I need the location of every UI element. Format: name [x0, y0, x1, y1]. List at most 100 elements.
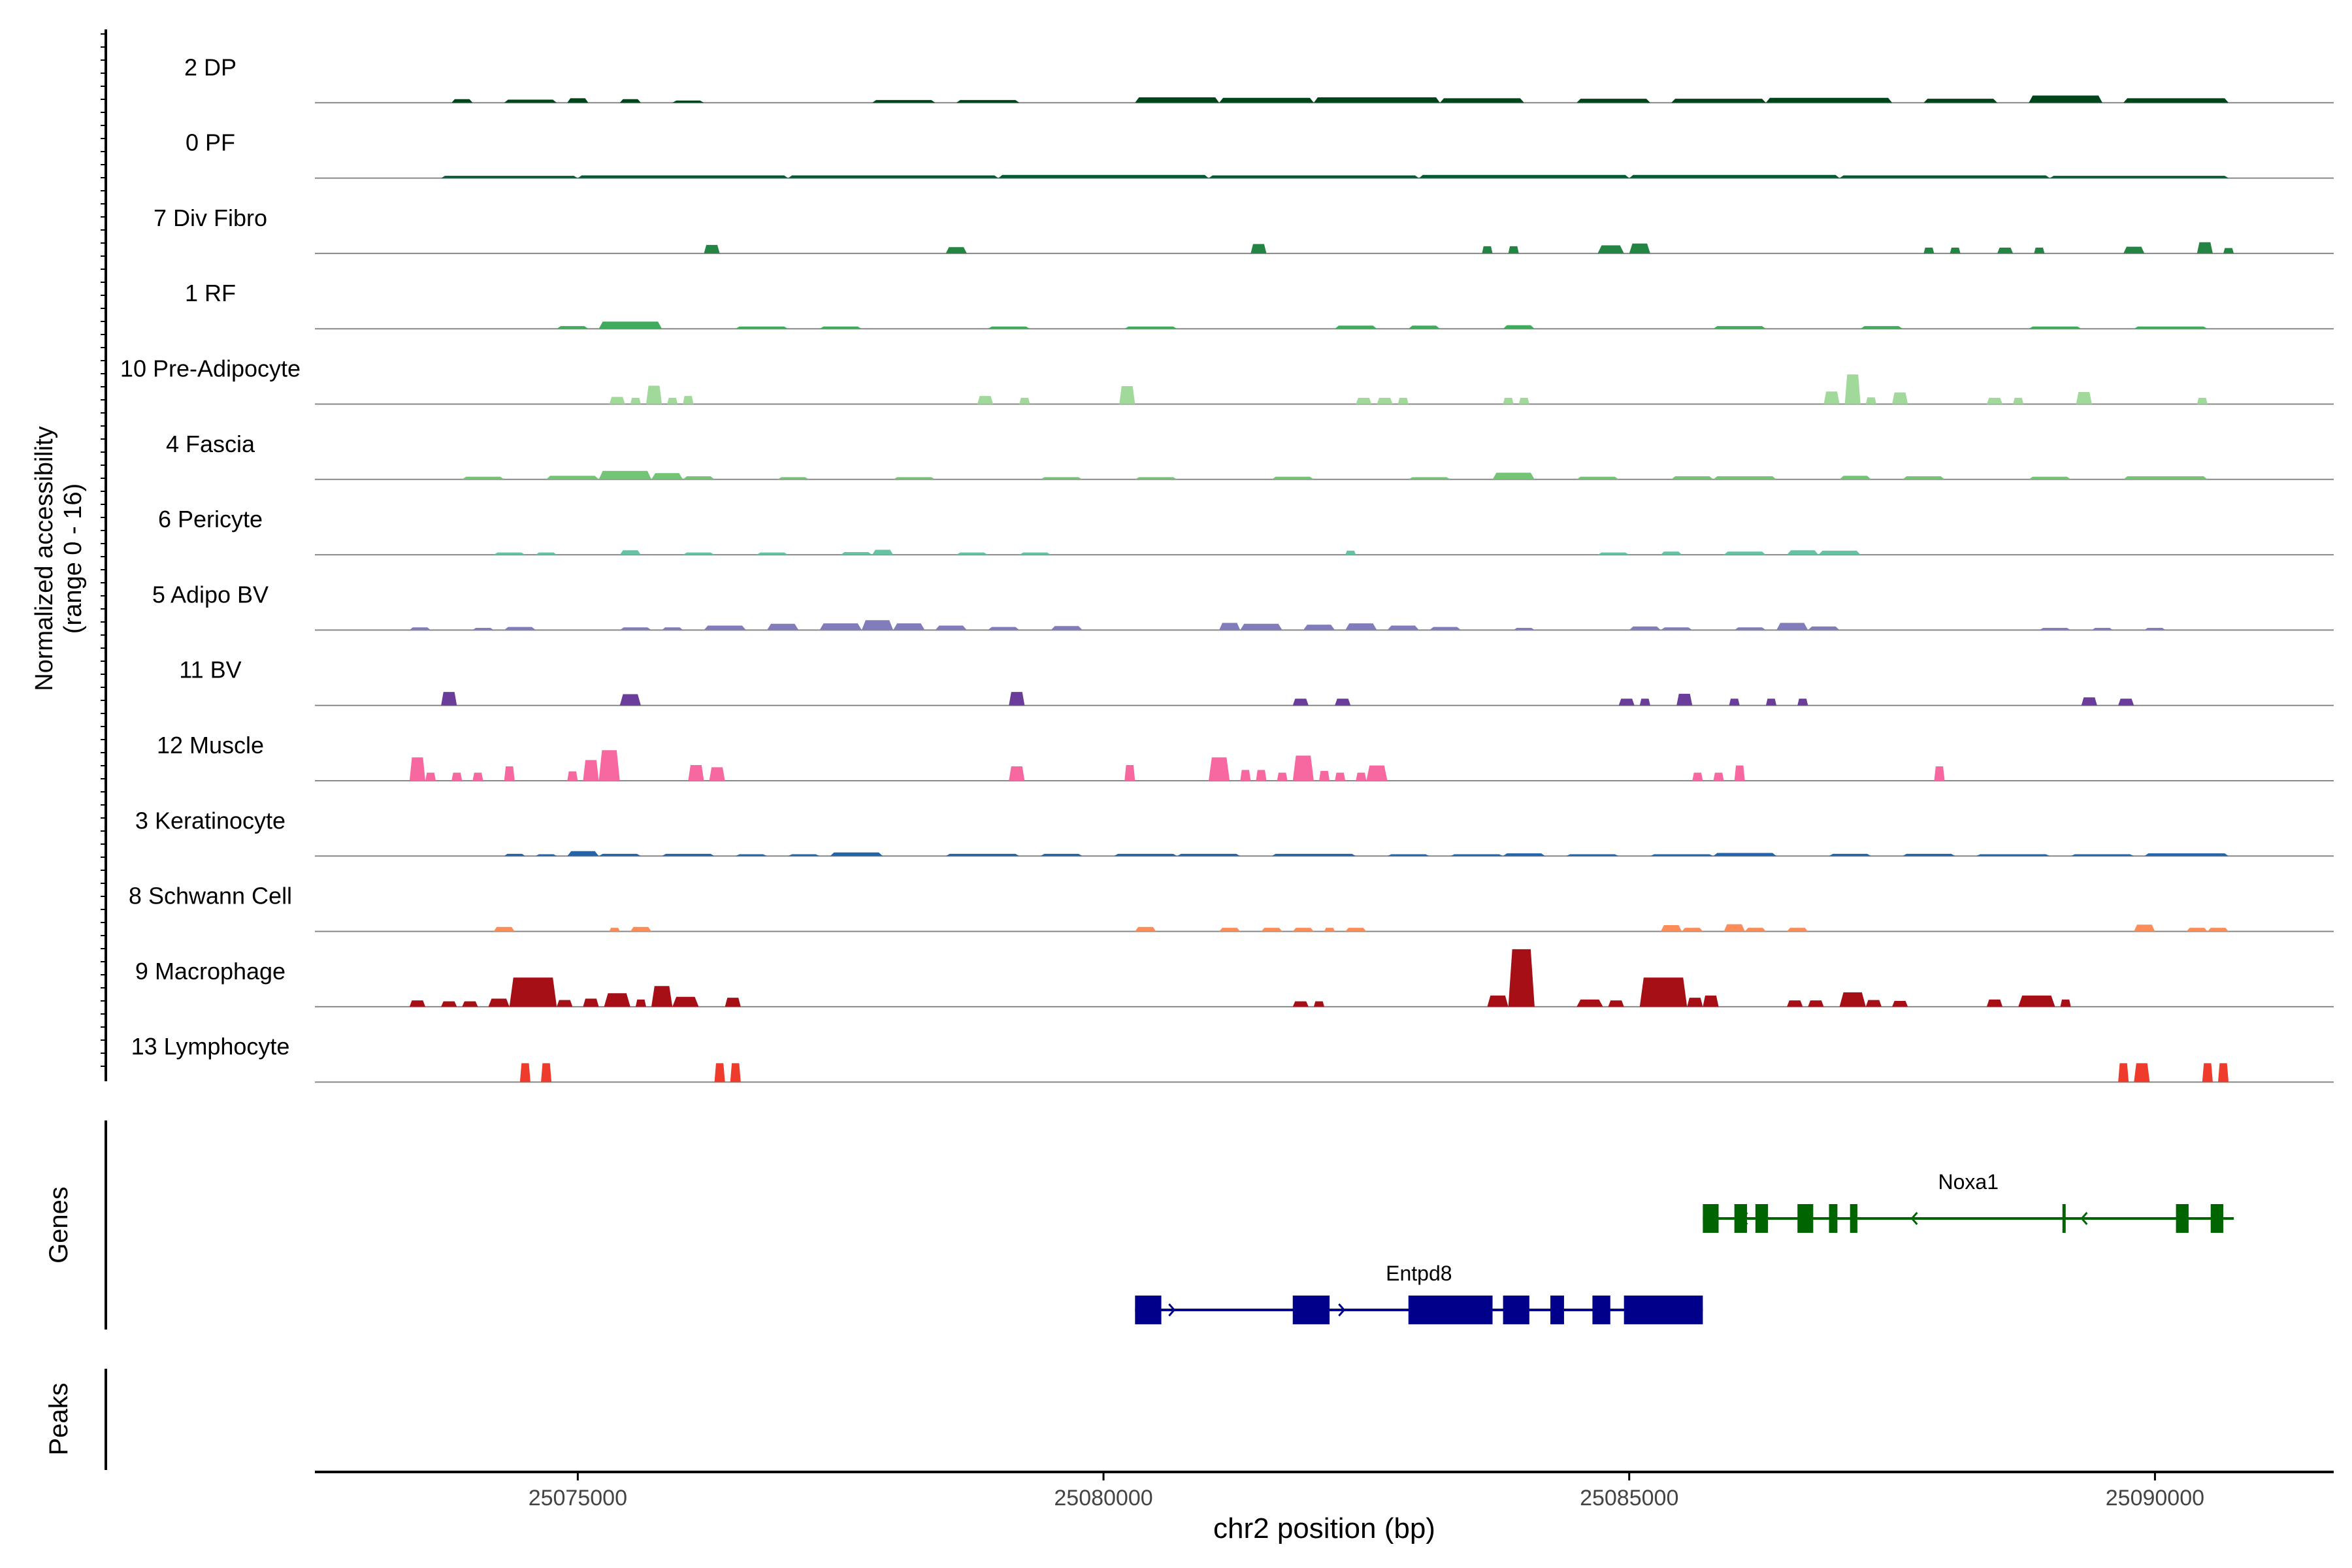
track-peak	[509, 977, 557, 1007]
track-peak	[2029, 326, 2082, 329]
track-peak	[2029, 476, 2071, 480]
track-peak	[1335, 772, 1346, 781]
track-peak	[1986, 999, 2003, 1007]
track-peak	[409, 1000, 425, 1007]
track-peak	[2123, 98, 2229, 103]
track-peak	[2118, 698, 2134, 706]
track-2: 7 Div Fibro	[154, 204, 2334, 254]
gene-annotations: Noxa1 Entpd8	[1135, 1170, 2234, 1324]
track-peak	[1765, 97, 1893, 103]
strand-arrow	[1168, 1303, 1176, 1316]
track-peak	[1597, 245, 1624, 253]
track-peak	[2029, 95, 2102, 103]
track-peak	[1787, 550, 1819, 555]
track-peak	[956, 552, 988, 555]
track-peak	[2034, 247, 2045, 253]
track-peak	[2123, 476, 2208, 480]
track-peak	[988, 326, 1030, 329]
track-peak	[714, 1063, 725, 1083]
track-peak	[1682, 928, 1703, 932]
track-peak	[409, 757, 425, 781]
track-peak	[872, 100, 936, 103]
track-peak	[1271, 853, 1356, 857]
track-peak	[1040, 853, 1083, 857]
track-peak	[2134, 1063, 2150, 1083]
track-peak	[1650, 854, 1714, 857]
track-peak	[1639, 698, 1650, 706]
gene-exon	[1755, 1204, 1769, 1233]
track-peak	[1250, 244, 1267, 253]
track-peak	[788, 175, 999, 178]
track-peak	[2091, 627, 2114, 630]
track-peak	[1676, 693, 1693, 706]
track-peak	[1219, 928, 1241, 932]
track-peak	[1629, 626, 1661, 630]
track-peak	[1923, 99, 1997, 103]
track-peak	[557, 326, 589, 329]
track-13: 13 Lymphocyte	[131, 1033, 2334, 1083]
track-peak	[1345, 928, 1367, 932]
track-peak	[1892, 392, 1908, 404]
track-peak	[683, 396, 694, 404]
track-peak	[1723, 924, 1745, 932]
track-peak	[945, 853, 1020, 857]
track-label: 6 Pericyte	[158, 506, 263, 532]
track-peak	[2060, 999, 2071, 1007]
track-peak	[609, 397, 625, 404]
track-label: 8 Schwann Cell	[129, 883, 292, 909]
track-peak	[1292, 755, 1314, 781]
track-peak	[1009, 692, 1025, 706]
track-peak	[935, 625, 967, 630]
track-peak	[1776, 623, 1808, 630]
track-peak	[493, 552, 525, 555]
x-tick-label: 25085000	[1580, 1486, 1678, 1511]
track-peak	[988, 627, 1020, 630]
track-peak	[535, 854, 557, 857]
track-peak	[1508, 246, 1519, 253]
track-peak	[604, 993, 630, 1007]
track-peak	[1114, 853, 1177, 857]
track-peak	[861, 620, 894, 630]
track-peak	[583, 998, 599, 1007]
track-peak	[2050, 176, 2229, 178]
track-peak	[1703, 995, 1719, 1007]
track-peak	[1797, 698, 1808, 706]
track-peak	[619, 627, 651, 630]
track-peak	[651, 473, 683, 480]
strand-arrow	[2080, 1212, 2088, 1225]
x-tick-label: 25080000	[1054, 1486, 1152, 1511]
track-peak	[598, 321, 662, 329]
gene-name-label: Entpd8	[1386, 1262, 1452, 1285]
track-peak	[1823, 391, 1840, 404]
track-peak	[704, 625, 746, 630]
track-peak	[1487, 995, 1509, 1007]
track-peak	[1261, 928, 1282, 932]
x-tick-label: 25075000	[529, 1486, 627, 1511]
x-axis-ticks: 25075000 25080000 25085000 25090000	[529, 1472, 2204, 1511]
gene-exon	[1850, 1204, 1857, 1233]
track-peak	[1576, 476, 1619, 480]
track-peak	[1629, 174, 1840, 178]
track-peak	[1492, 472, 1535, 480]
track-peak	[1765, 698, 1777, 706]
track-peak	[1986, 397, 2003, 404]
track-peak	[819, 326, 862, 329]
track-peak	[567, 771, 578, 781]
track-peak	[1787, 928, 1808, 932]
track-peak	[557, 1000, 573, 1007]
track-peak	[1713, 476, 1777, 480]
track-peak	[1661, 551, 1682, 555]
track-peak	[1713, 853, 1777, 857]
track-peak	[2186, 928, 2208, 932]
x-axis-title: chr2 position (bp)	[1213, 1512, 1435, 1544]
track-peak	[1839, 175, 2050, 178]
track-peak	[1277, 772, 1288, 781]
track-peak	[493, 926, 515, 932]
track-peak	[2144, 627, 2166, 630]
track-peak	[462, 1001, 478, 1007]
track-peak	[645, 385, 662, 404]
track-4: 10 Pre-Adipocyte	[120, 355, 2334, 405]
track-peak	[1734, 627, 1766, 630]
track-peak	[1923, 247, 1935, 253]
track-peak	[1713, 772, 1724, 781]
